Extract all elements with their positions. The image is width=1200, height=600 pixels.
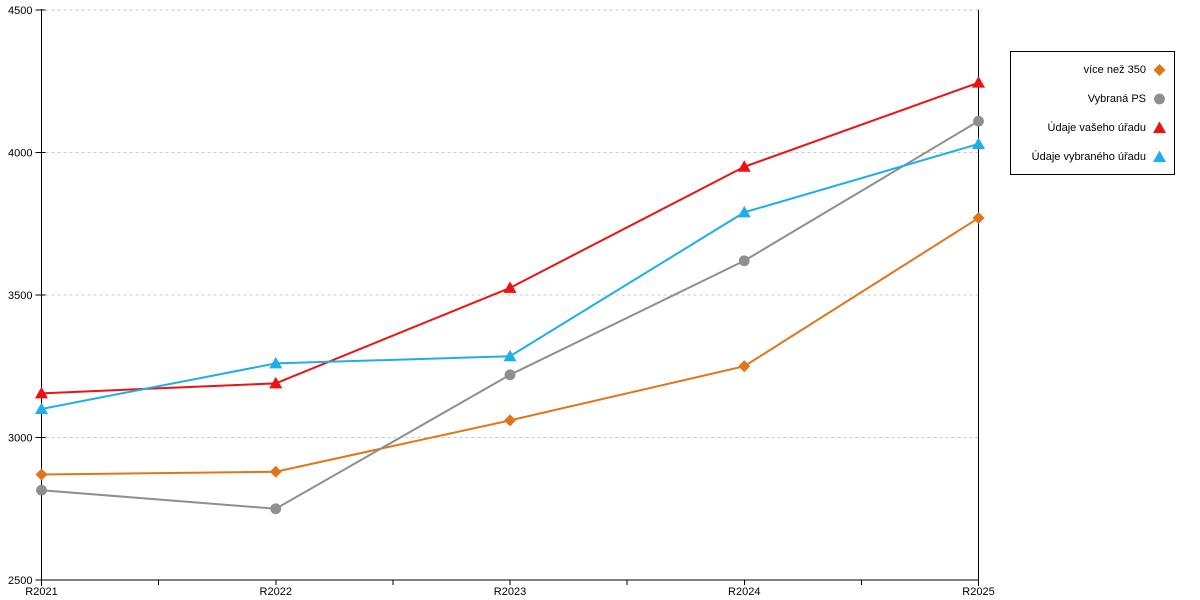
series-line — [41, 81, 979, 395]
circle-data-marker — [504, 369, 516, 381]
circle-data-marker — [270, 503, 282, 515]
circle-marker-icon — [1152, 92, 1167, 105]
triangle-data-marker — [503, 281, 517, 293]
triangle-data-marker — [737, 160, 751, 172]
legend-label: Údaje vašeho úřadu — [1047, 121, 1146, 134]
y-tick-label: 2500 — [8, 575, 32, 587]
legend-item: Údaje vašeho úřadu — [1011, 113, 1174, 142]
triangle-legend-marker — [1153, 150, 1166, 162]
triangle-legend-marker — [1153, 121, 1166, 133]
y-tick-label: 3500 — [8, 290, 32, 302]
series-line — [41, 217, 980, 476]
diamond-legend-marker — [1153, 63, 1166, 76]
legend-label: Vybraná PS — [1087, 92, 1146, 105]
diamond-data-marker — [35, 468, 48, 481]
x-tick-label: R2025 — [962, 586, 994, 598]
triangle-data-marker — [35, 402, 48, 414]
x-tick-label: R2024 — [728, 586, 760, 598]
legend: více než 350 Vybraná PS Údaje vašeho úřa… — [1010, 51, 1175, 175]
x-tick-label: R2022 — [260, 586, 292, 598]
triangle-data-marker — [269, 356, 283, 369]
x-tick-label: R2021 — [25, 586, 57, 598]
legend-item: více než 350 — [1011, 55, 1174, 84]
triangle-data-marker — [269, 376, 283, 389]
circle-data-marker — [36, 484, 47, 496]
legend-item: Vybraná PS — [1011, 84, 1174, 113]
triangle-marker-icon — [1152, 150, 1167, 163]
triangle-data-marker — [737, 205, 751, 218]
circle-data-marker — [973, 115, 984, 127]
circle-legend-marker — [1154, 93, 1165, 104]
legend-item: Údaje vybraného úřadu — [1011, 142, 1174, 171]
x-tick-label: R2023 — [494, 586, 526, 598]
diamond-data-marker — [269, 465, 282, 478]
circle-data-marker — [738, 255, 750, 267]
triangle-data-marker — [503, 349, 517, 362]
series-line — [41, 120, 980, 510]
triangle-data-marker — [972, 76, 985, 88]
series-line — [41, 142, 979, 410]
y-tick-label: 4500 — [8, 5, 32, 17]
y-tick-label: 3000 — [8, 433, 32, 445]
legend-label: Údaje vybraného úřadu — [1031, 150, 1146, 163]
y-tick-label: 4000 — [8, 148, 32, 160]
triangle-data-marker — [972, 137, 985, 149]
triangle-data-marker — [35, 386, 48, 399]
diamond-data-marker — [504, 414, 516, 427]
legend-label: více než 350 — [1083, 63, 1146, 76]
triangle-marker-icon — [1152, 121, 1167, 134]
diamond-marker-icon — [1152, 63, 1167, 76]
diamond-data-marker — [972, 212, 985, 225]
diamond-data-marker — [738, 360, 751, 373]
